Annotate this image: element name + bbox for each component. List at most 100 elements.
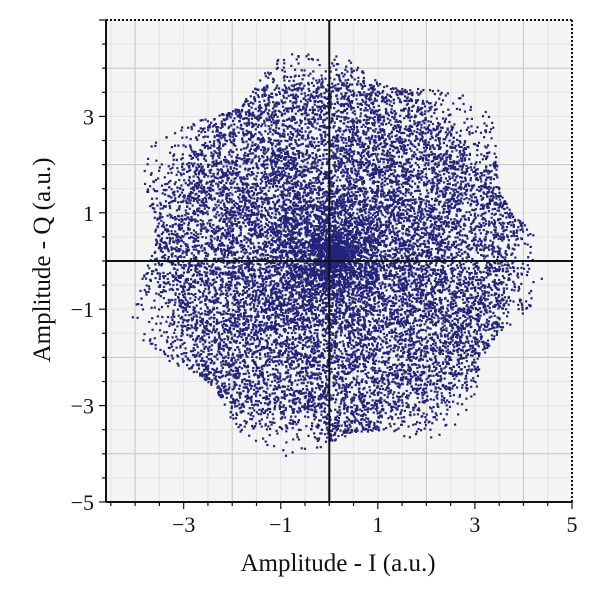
scatter-point xyxy=(165,243,168,246)
scatter-point xyxy=(412,423,415,426)
scatter-point xyxy=(378,201,381,204)
scatter-point xyxy=(465,355,468,358)
scatter-point xyxy=(180,220,183,223)
scatter-point xyxy=(424,176,427,179)
scatter-point xyxy=(363,300,366,303)
scatter-point xyxy=(421,294,424,297)
scatter-point xyxy=(210,353,213,356)
scatter-point xyxy=(446,386,450,389)
scatter-point xyxy=(161,207,165,210)
scatter-point xyxy=(226,329,229,332)
scatter-point xyxy=(232,417,235,420)
scatter-point xyxy=(186,300,189,303)
scatter-point xyxy=(386,318,389,321)
scatter-point xyxy=(249,238,252,241)
scatter-point xyxy=(310,400,313,403)
scatter-point xyxy=(329,70,332,73)
scatter-point xyxy=(162,285,166,288)
scatter-point xyxy=(414,403,417,406)
scatter-point xyxy=(250,329,253,332)
scatter-point xyxy=(457,325,460,328)
scatter-point xyxy=(219,160,222,163)
scatter-point xyxy=(190,182,193,185)
scatter-point xyxy=(456,253,459,256)
scatter-point xyxy=(361,335,364,338)
scatter-point xyxy=(467,247,470,250)
scatter-point xyxy=(426,195,429,198)
scatter-point xyxy=(385,320,388,323)
scatter-point xyxy=(470,223,473,226)
scatter-point xyxy=(287,153,290,157)
scatter-point xyxy=(265,428,269,431)
scatter-point xyxy=(274,312,277,315)
scatter-point xyxy=(409,310,412,313)
scatter-point xyxy=(173,339,176,343)
scatter-point xyxy=(402,152,406,155)
scatter-point xyxy=(213,140,216,143)
scatter-point xyxy=(454,423,457,426)
scatter-point xyxy=(249,174,252,177)
scatter-point xyxy=(282,128,285,131)
scatter-point xyxy=(338,235,341,238)
scatter-point xyxy=(288,267,291,270)
scatter-point xyxy=(229,116,232,119)
scatter-point xyxy=(342,122,345,125)
scatter-point xyxy=(500,233,503,236)
scatter-point xyxy=(311,422,314,425)
scatter-point xyxy=(470,227,473,230)
scatter-point xyxy=(446,215,449,218)
scatter-point xyxy=(441,239,444,242)
scatter-point xyxy=(363,338,366,341)
scatter-point xyxy=(254,296,257,299)
scatter-point xyxy=(426,180,429,183)
scatter-point xyxy=(226,300,229,303)
scatter-point xyxy=(411,300,414,303)
scatter-point xyxy=(464,285,467,288)
scatter-point xyxy=(420,170,423,173)
scatter-point xyxy=(146,163,149,166)
scatter-point xyxy=(264,329,267,332)
scatter-point xyxy=(316,316,319,319)
scatter-point xyxy=(403,272,406,276)
scatter-point xyxy=(269,175,272,178)
scatter-point xyxy=(232,199,235,203)
scatter-point xyxy=(382,304,385,307)
scatter-point xyxy=(251,213,254,216)
scatter-point xyxy=(290,298,293,301)
scatter-point xyxy=(275,105,278,108)
scatter-point xyxy=(200,170,203,173)
scatter-point xyxy=(387,275,390,278)
scatter-point xyxy=(227,266,230,269)
scatter-point xyxy=(362,354,365,357)
scatter-point xyxy=(470,196,473,199)
scatter-point xyxy=(283,330,286,333)
scatter-point xyxy=(335,280,338,283)
scatter-point xyxy=(228,329,231,332)
scatter-point xyxy=(382,328,385,331)
scatter-point xyxy=(373,393,376,396)
scatter-point xyxy=(496,262,500,265)
scatter-point xyxy=(442,193,445,196)
scatter-point xyxy=(339,429,342,432)
scatter-point xyxy=(263,149,266,152)
scatter-point xyxy=(436,257,439,260)
scatter-point xyxy=(463,331,466,334)
scatter-point xyxy=(215,353,219,356)
scatter-point xyxy=(323,420,326,423)
scatter-point xyxy=(425,336,428,339)
scatter-point xyxy=(246,400,249,403)
scatter-point xyxy=(461,157,464,160)
scatter-point xyxy=(449,280,452,284)
scatter-point xyxy=(349,120,352,123)
scatter-point xyxy=(423,304,426,307)
scatter-point xyxy=(270,163,273,166)
scatter-point xyxy=(362,146,365,149)
scatter-point xyxy=(396,120,399,124)
scatter-point xyxy=(421,388,425,391)
scatter-point xyxy=(275,304,278,307)
scatter-point xyxy=(427,120,430,123)
scatter-point xyxy=(319,128,322,131)
scatter-point xyxy=(496,316,499,319)
scatter-point xyxy=(229,165,232,168)
scatter-point xyxy=(466,252,469,255)
